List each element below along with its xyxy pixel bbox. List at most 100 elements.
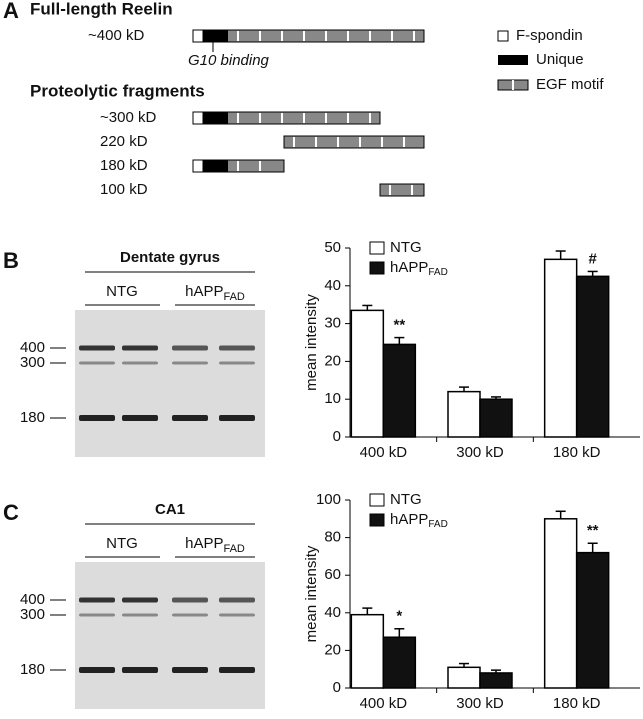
bar (350, 613, 385, 689)
group-label: NTG (106, 283, 138, 300)
band (172, 361, 208, 365)
fspondin (192, 111, 204, 125)
band (219, 667, 255, 673)
y-tick-label: 20 (324, 641, 341, 658)
blot-title: CA1 (155, 501, 185, 518)
bar (543, 518, 578, 689)
group-text: hAPP (185, 283, 223, 300)
significance: ** (587, 522, 599, 539)
bar (575, 275, 610, 438)
bar (382, 343, 417, 438)
marker-label: 180 (20, 661, 45, 678)
size-label: ~300 kD (100, 109, 156, 126)
legend-swatch (369, 241, 385, 255)
band (79, 361, 115, 365)
band (79, 597, 115, 603)
x-tick-label: 180 kD (553, 695, 601, 712)
band (122, 345, 158, 351)
panel-label: B (3, 248, 19, 273)
group-text: NTG (106, 535, 138, 552)
band (122, 361, 158, 365)
legend-label: hAPPFAD (390, 259, 448, 278)
unique (203, 30, 228, 42)
size-label: 220 kD (100, 133, 148, 150)
y-tick-label: 60 (324, 566, 341, 583)
y-axis-label: mean intensity (303, 545, 320, 642)
x-tick-label: 400 kD (360, 444, 408, 461)
legend-label: EGF motif (536, 76, 604, 93)
legend-name: NTG (390, 491, 422, 508)
band (172, 415, 208, 421)
legend-name: hAPP (390, 259, 428, 276)
y-tick-label: 30 (324, 315, 341, 332)
band (172, 667, 208, 673)
subtitle: Proteolytic fragments (30, 81, 205, 100)
panel-label: C (3, 500, 19, 525)
legend-swatch (497, 30, 509, 42)
panel-label: A (3, 0, 19, 23)
legend-name: NTG (390, 239, 422, 256)
band (79, 613, 115, 617)
unique (203, 112, 228, 124)
blot (75, 310, 265, 457)
bar (350, 309, 385, 438)
domain-bar (283, 135, 425, 149)
band (122, 613, 158, 617)
y-tick-label: 20 (324, 352, 341, 369)
legend-subscript: FAD (428, 267, 447, 278)
band (219, 345, 255, 351)
bar (479, 672, 513, 689)
bar (479, 398, 513, 438)
blot (75, 562, 265, 709)
legend-swatch (369, 261, 385, 275)
band (172, 613, 208, 617)
legend-label: NTG (390, 239, 422, 256)
group-text: hAPP (185, 535, 223, 552)
significance: * (396, 608, 402, 625)
group-label: hAPPFAD (185, 283, 245, 303)
y-tick-label: 40 (324, 604, 341, 621)
y-tick-label: 10 (324, 390, 341, 407)
legend-label: hAPPFAD (390, 511, 448, 530)
domain-bar (379, 183, 425, 197)
band (122, 415, 158, 421)
x-tick-label: 180 kD (553, 444, 601, 461)
legend-label: Unique (536, 51, 584, 68)
group-label: hAPPFAD (185, 535, 245, 555)
legend-swatch (369, 493, 385, 507)
significance: ** (393, 317, 405, 334)
group-text: NTG (106, 283, 138, 300)
title: Full-length Reelin (30, 0, 173, 18)
x-tick-label: 300 kD (456, 695, 504, 712)
group-label: NTG (106, 535, 138, 552)
size-label: 180 kD (100, 157, 148, 174)
legend-label: NTG (390, 491, 422, 508)
band (172, 345, 208, 351)
significance: # (588, 250, 597, 267)
blot-title: Dentate gyrus (120, 249, 220, 266)
legend-swatch (369, 513, 385, 527)
band (79, 667, 115, 673)
legend-name: hAPP (390, 511, 428, 528)
marker-label: 400 (20, 339, 45, 356)
marker-label: 400 (20, 591, 45, 608)
y-tick-label: 50 (324, 239, 341, 256)
y-tick-label: 40 (324, 277, 341, 294)
band (172, 597, 208, 603)
y-tick-label: 100 (316, 491, 341, 508)
y-tick-label: 80 (324, 529, 341, 546)
bar (575, 551, 610, 689)
band (219, 613, 255, 617)
x-tick-label: 400 kD (360, 695, 408, 712)
bar (447, 390, 481, 438)
bar (543, 258, 578, 438)
annotation: G10 binding (188, 52, 270, 69)
y-tick-label: 0 (333, 679, 341, 696)
band (219, 415, 255, 421)
marker-label: 180 (20, 409, 45, 426)
fspondin (192, 159, 204, 173)
bar (382, 636, 417, 689)
size-label: 100 kD (100, 181, 148, 198)
marker-label: 300 (20, 606, 45, 623)
group-subscript: FAD (223, 543, 244, 555)
